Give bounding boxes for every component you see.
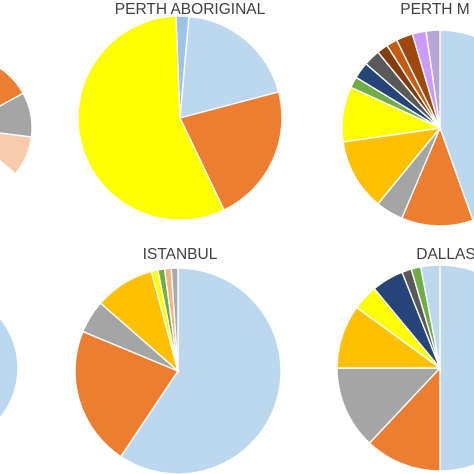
pie-3-slice-4: [342, 127, 442, 205]
pie-6-slice-3: [336, 367, 442, 445]
pie-3-slice-2: [400, 126, 474, 227]
pie-6-slice-1: [439, 264, 474, 472]
pie-6-slice-9: [419, 264, 441, 369]
pie-3-slice-13: [425, 29, 441, 129]
pie-2-slice-1: [179, 15, 280, 119]
pie-5-slice-8: [170, 267, 179, 372]
pie-2-slice-3: [77, 15, 226, 221]
pie-title-istanbul: ISTANBUL: [143, 246, 218, 263]
pie-1-slice-5: [0, 160, 17, 189]
pie-2-slice-4: [175, 15, 190, 119]
pie-5-slice-2: [74, 330, 180, 458]
pie-3-slice-1: [439, 29, 474, 222]
pie-title-perth-m: PERTH M: [400, 1, 469, 18]
pie-6-slice-2: [368, 366, 441, 472]
pie-title-dallas: DALLAS: [416, 246, 474, 263]
pie-4-slice-1: [0, 317, 19, 419]
pie-2-slice-2: [179, 91, 283, 211]
pie-title-perth-aboriginal: PERTH ABORIGINAL: [115, 1, 266, 18]
